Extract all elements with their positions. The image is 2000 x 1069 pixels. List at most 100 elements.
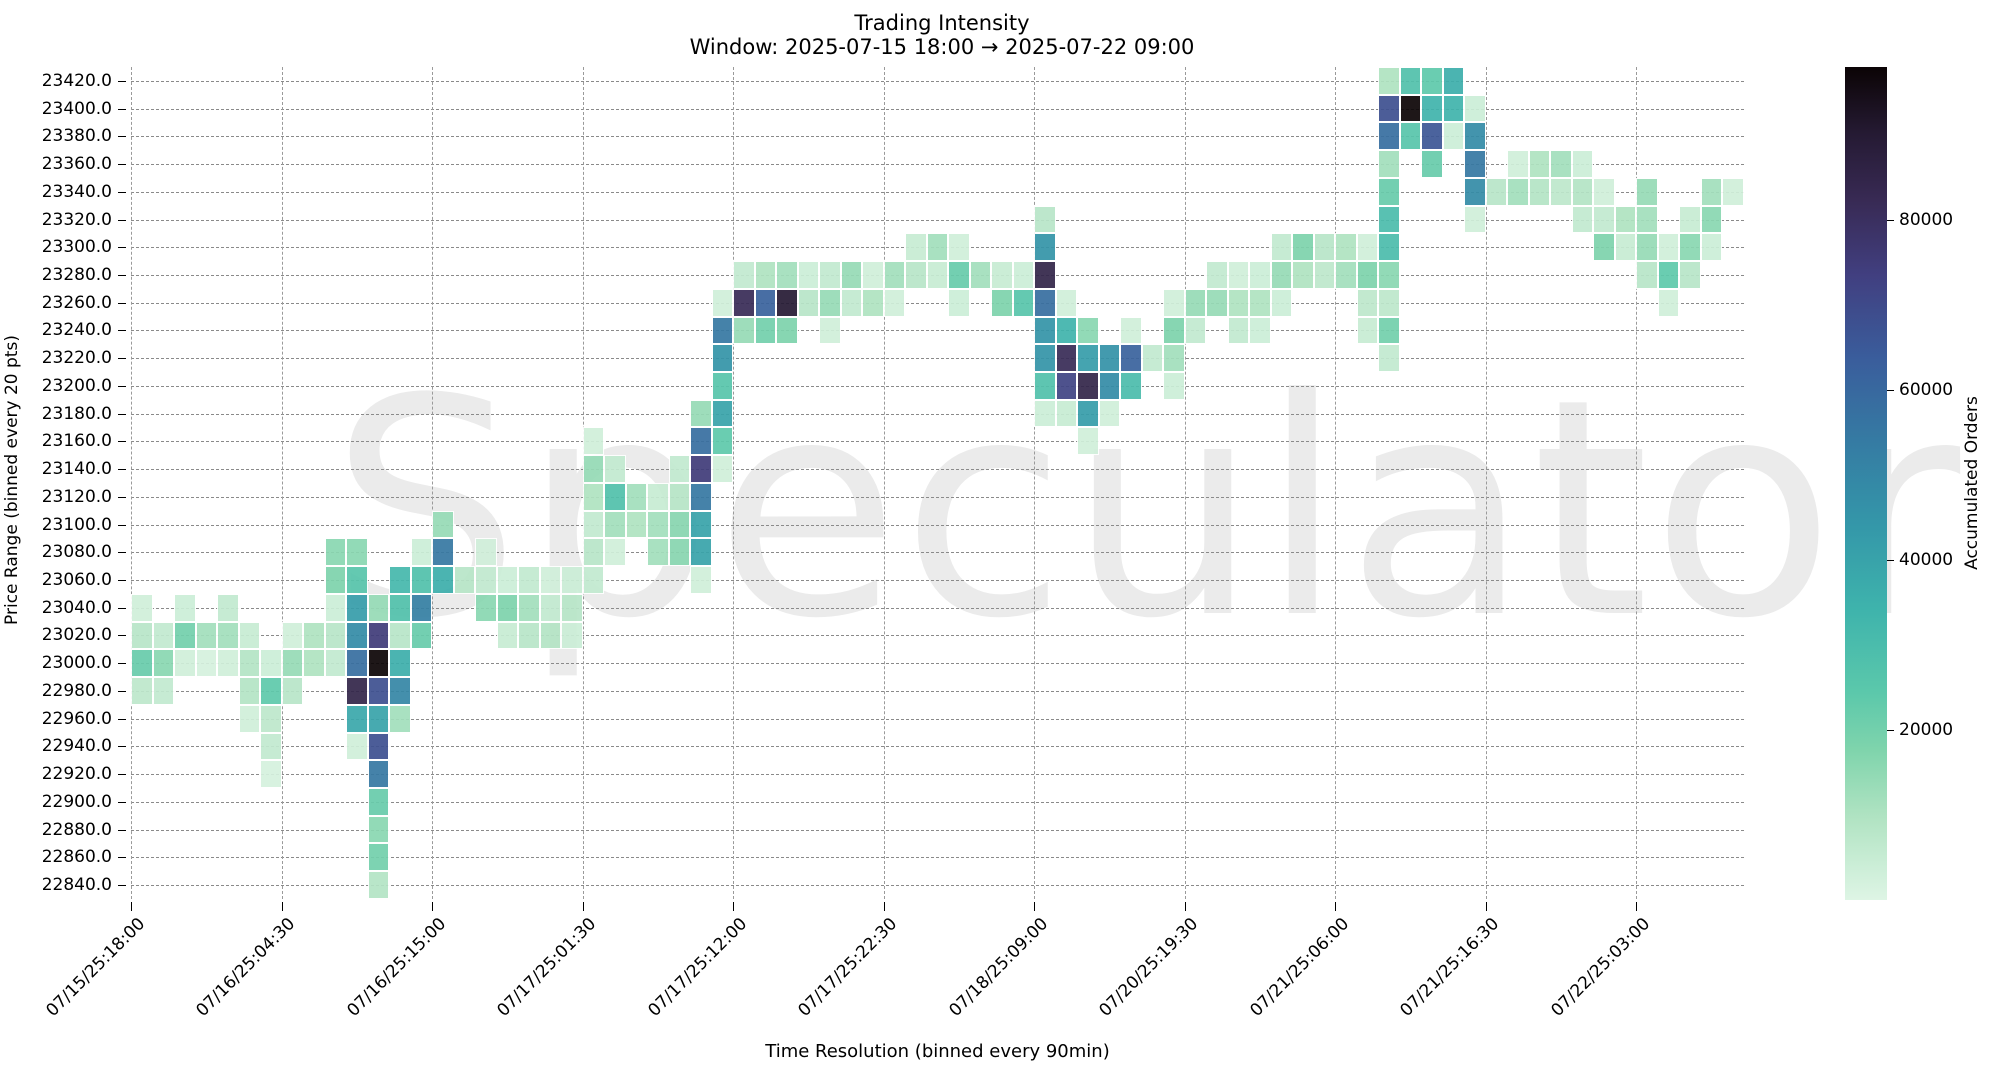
h-gridline — [131, 857, 1744, 859]
heatmap-cell — [690, 482, 712, 511]
heatmap-cell — [1464, 177, 1486, 206]
heatmap-cell — [518, 593, 540, 622]
heatmap-cell — [733, 261, 755, 289]
x-tick-label: 07/21/25:16:30 — [1396, 914, 1504, 1021]
heatmap-cell — [1034, 233, 1056, 262]
heatmap-cell — [1550, 177, 1572, 206]
y-tick-mark — [118, 108, 126, 110]
heatmap-cell — [1378, 67, 1400, 95]
heatmap-cell — [1593, 177, 1615, 206]
x-tick-label: 07/16/25:15:00 — [343, 914, 451, 1021]
y-tick-mark — [118, 302, 126, 304]
heatmap-cell — [1034, 316, 1056, 345]
heatmap-cell — [1507, 177, 1529, 206]
heatmap-cell — [1077, 344, 1099, 373]
heatmap-cell — [1636, 233, 1658, 262]
heatmap-cell — [905, 261, 927, 289]
heatmap-cell — [1292, 233, 1314, 262]
heatmap-cell — [1571, 205, 1593, 234]
heatmap-cell — [152, 621, 174, 650]
heatmap-cell — [690, 455, 712, 483]
h-gridline — [131, 302, 1744, 304]
heatmap-cell — [1464, 122, 1486, 151]
heatmap-cell — [668, 538, 690, 567]
heatmap-cell — [969, 261, 991, 289]
h-gridline — [131, 885, 1744, 887]
heatmap-cell — [668, 510, 690, 539]
h-gridline — [131, 358, 1744, 360]
heatmap-cell — [281, 621, 303, 650]
heatmap-cell — [1055, 399, 1077, 428]
heatmap-cell — [1636, 177, 1658, 206]
chart-subtitle: Window: 2025-07-15 18:00 → 2025-07-22 09… — [689, 35, 1195, 59]
heatmap-cell — [1378, 288, 1400, 317]
y-tick-mark — [118, 413, 126, 415]
h-gridline — [131, 635, 1744, 637]
heatmap-cell — [819, 288, 841, 317]
heatmap-cell — [496, 566, 518, 594]
y-tick-mark — [118, 801, 126, 803]
heatmap-cell — [303, 649, 325, 678]
y-tick-label: 23020.0 — [41, 625, 112, 646]
y-tick-label: 23280.0 — [41, 264, 112, 285]
x-tick-label: 07/16/25:04:30 — [192, 914, 300, 1021]
y-tick-label: 23260.0 — [41, 292, 112, 313]
heatmap-cell — [711, 372, 733, 400]
y-tick-label: 22940.0 — [41, 736, 112, 757]
x-tick-mark — [733, 902, 734, 911]
v-gridline — [131, 67, 132, 899]
h-gridline — [131, 219, 1744, 221]
heatmap-cell — [324, 538, 346, 567]
heatmap-cell — [1356, 261, 1378, 289]
heatmap-cell — [217, 649, 239, 678]
heatmap-cell — [1593, 233, 1615, 262]
y-tick-mark — [118, 358, 126, 360]
heatmap-cell — [1077, 316, 1099, 345]
heatmap-cell — [389, 621, 411, 650]
heatmap-cell — [1163, 316, 1185, 345]
y-tick-mark — [118, 496, 126, 498]
heatmap-cell — [217, 593, 239, 622]
heatmap-cell — [1378, 316, 1400, 345]
heatmap-cell — [1141, 344, 1163, 373]
heatmap-cell — [1700, 177, 1722, 206]
heatmap-cell — [1098, 399, 1120, 428]
v-gridline — [1485, 67, 1487, 899]
y-axis-label: Price Range (binned every 20 pts) — [2, 335, 22, 625]
heatmap-cell — [324, 649, 346, 678]
heatmap-cell — [367, 871, 389, 899]
y-tick-label: 23400.0 — [41, 98, 112, 119]
colorbar — [1845, 67, 1887, 900]
colorbar-tick-mark — [1887, 220, 1894, 221]
heatmap-cell — [1055, 288, 1077, 317]
heatmap-cell — [1034, 344, 1056, 373]
heatmap-cell — [1679, 233, 1701, 262]
y-tick-mark — [118, 274, 126, 276]
h-gridline — [131, 469, 1744, 471]
heatmap-cell — [1700, 233, 1722, 262]
heatmap-cell — [582, 455, 604, 483]
heatmap-cell — [690, 510, 712, 539]
x-tick-label: 07/21/25:06:00 — [1246, 914, 1354, 1021]
heatmap-cell — [668, 455, 690, 483]
heatmap-cell — [518, 621, 540, 650]
heatmap-cell — [1227, 288, 1249, 317]
heatmap-cell — [1335, 261, 1357, 289]
h-gridline — [131, 718, 1744, 720]
y-tick-mark — [118, 469, 126, 471]
y-tick-label: 22880.0 — [41, 819, 112, 840]
heatmap-cell — [819, 316, 841, 345]
heatmap-cell — [1464, 205, 1486, 234]
heatmap-cell — [1421, 94, 1443, 123]
heatmap-cell — [668, 482, 690, 511]
heatmap-cell — [582, 538, 604, 567]
x-tick-mark — [582, 902, 584, 911]
heatmap-cell — [1163, 288, 1185, 317]
heatmap-cell — [1356, 316, 1378, 345]
heatmap-cell — [346, 566, 368, 594]
heatmap-cell — [1722, 177, 1744, 206]
h-gridline — [131, 690, 1744, 692]
heatmap-cell — [496, 621, 518, 650]
heatmap-cell — [1378, 94, 1400, 123]
x-tick-mark — [1636, 902, 1637, 911]
